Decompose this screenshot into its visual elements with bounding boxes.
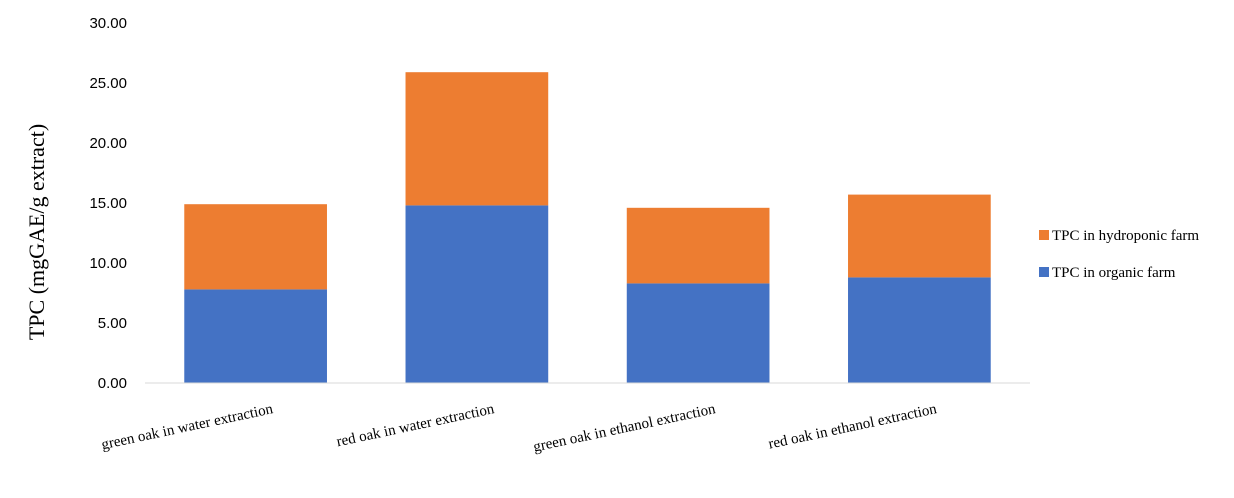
y-tick-label: 15.00 bbox=[89, 195, 127, 212]
y-tick-label: 30.00 bbox=[89, 15, 127, 32]
legend-swatch bbox=[1039, 267, 1049, 277]
bar-segment bbox=[405, 205, 549, 383]
bar-segment bbox=[184, 289, 327, 383]
x-axis-category-labels: green oak in water extraction red oak in … bbox=[100, 401, 939, 455]
bar-segment bbox=[626, 283, 770, 383]
y-tick-label: 10.00 bbox=[89, 255, 127, 272]
y-axis-label: TPC (mgGAE/g extract) bbox=[24, 124, 49, 340]
bar-segment bbox=[405, 72, 549, 206]
x-category-label: red oak in ethanol extraction bbox=[767, 401, 939, 452]
x-category-label: red oak in water extraction bbox=[335, 401, 496, 450]
legend-label: TPC in hydroponic farm bbox=[1052, 228, 1199, 244]
bar-segment bbox=[184, 204, 327, 290]
y-axis-ticks: 0.00 5.00 10.00 15.00 20.00 25.00 30.00 bbox=[89, 15, 127, 392]
legend: TPC in hydroponic farm TPC in organic far… bbox=[1039, 228, 1199, 281]
y-tick-label: 20.00 bbox=[89, 135, 127, 152]
bar-segment bbox=[848, 194, 991, 278]
bar-segment bbox=[626, 207, 770, 284]
x-category-label: green oak in water extraction bbox=[100, 401, 275, 453]
bars bbox=[184, 72, 991, 383]
x-category-label: green oak in ethanol extraction bbox=[532, 401, 718, 455]
y-tick-label: 25.00 bbox=[89, 75, 127, 92]
bar-segment bbox=[848, 277, 991, 383]
y-tick-label: 0.00 bbox=[98, 375, 127, 392]
y-tick-label: 5.00 bbox=[98, 315, 127, 332]
legend-swatch bbox=[1039, 230, 1049, 240]
legend-label: TPC in organic farm bbox=[1052, 265, 1176, 281]
